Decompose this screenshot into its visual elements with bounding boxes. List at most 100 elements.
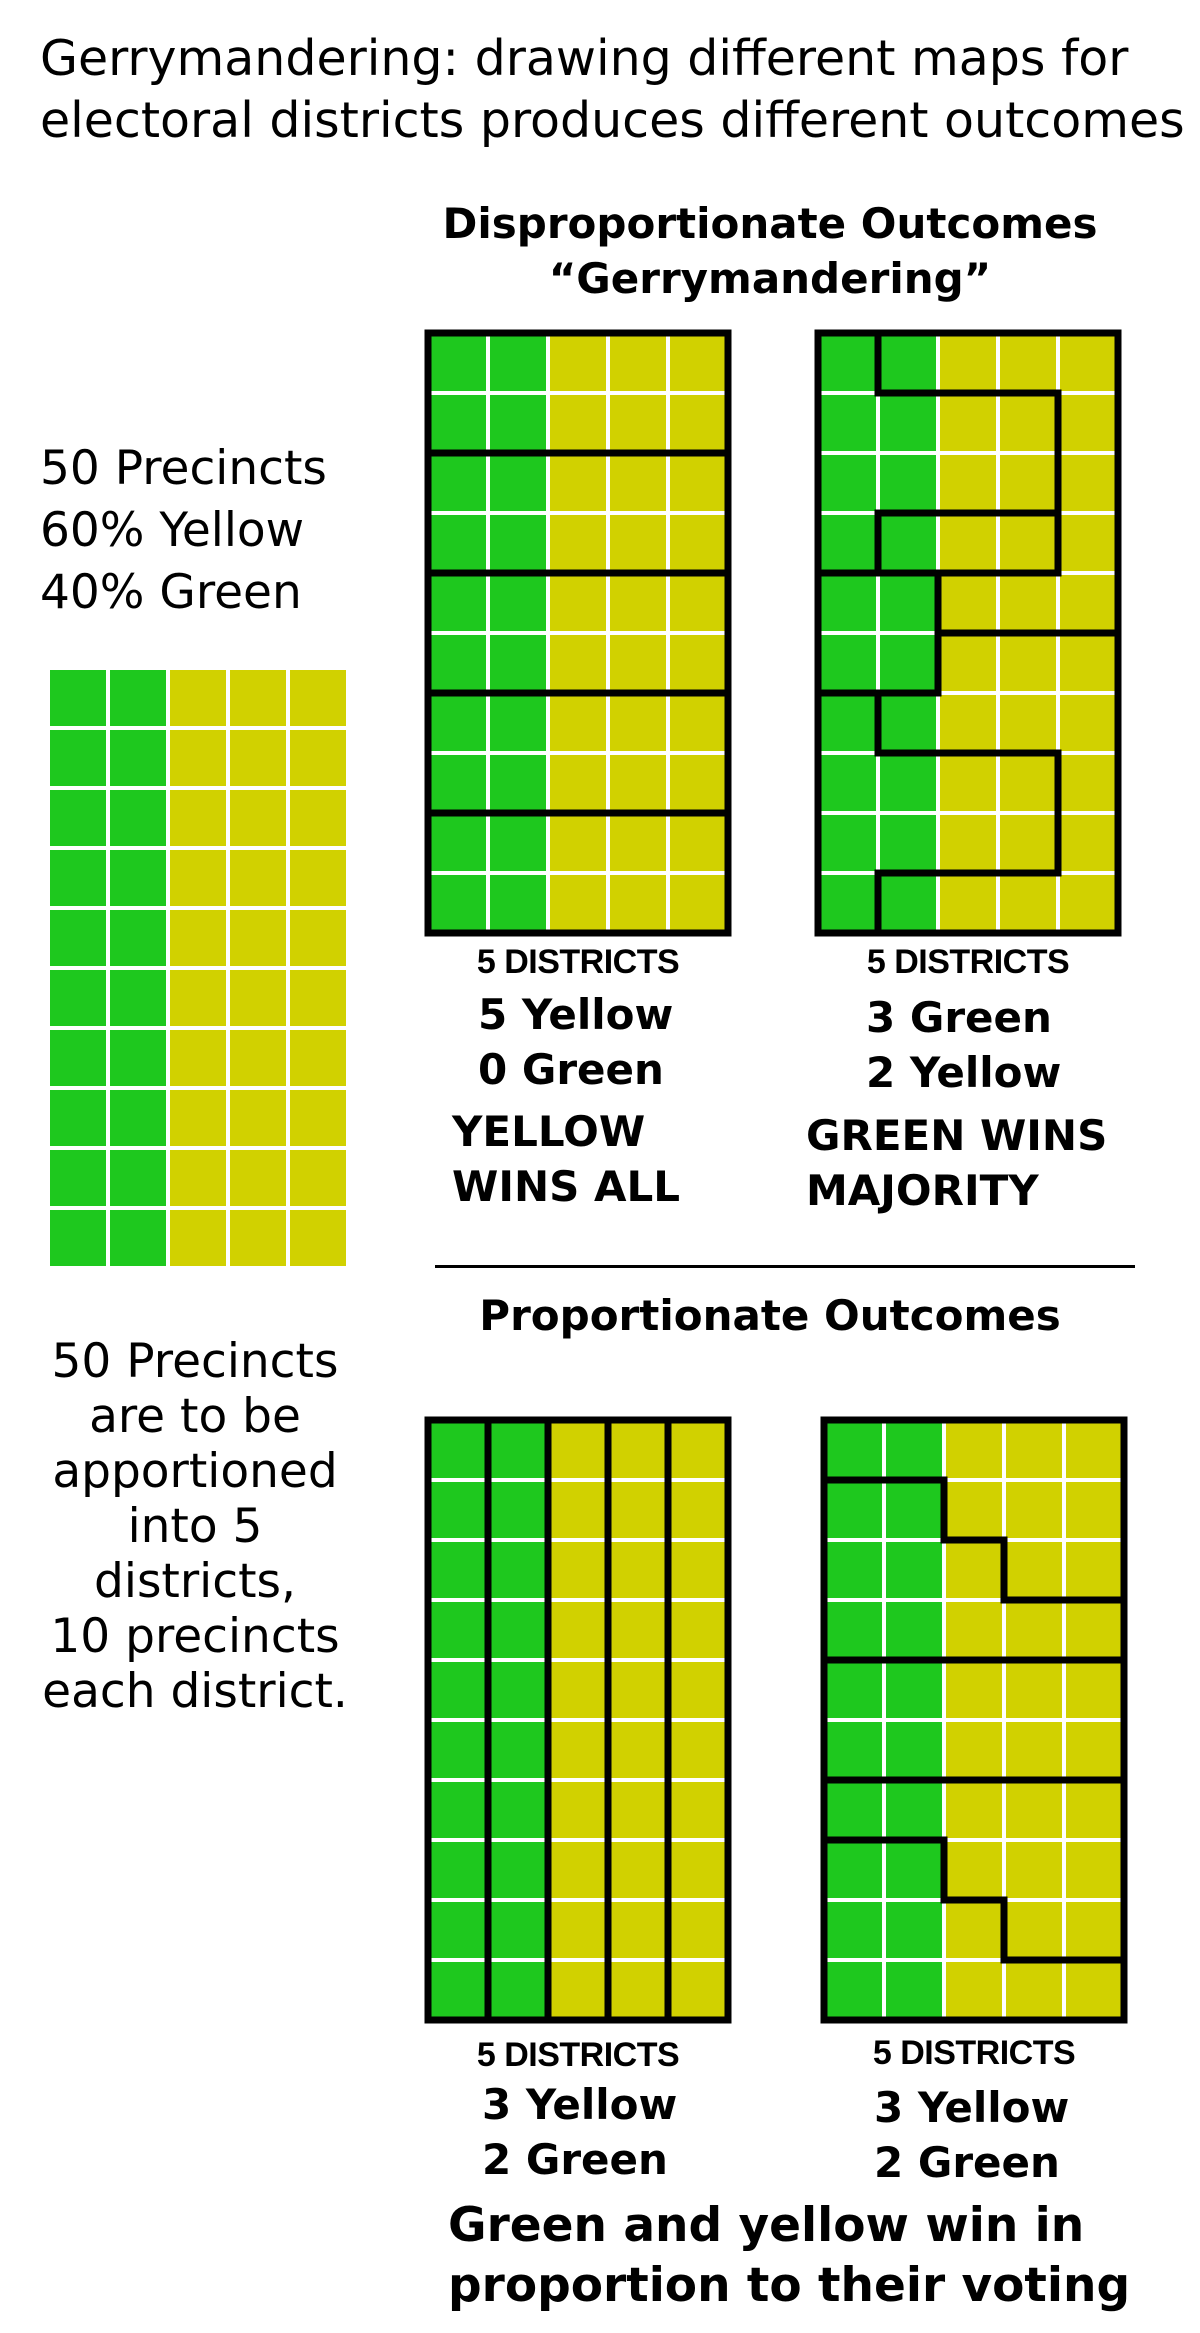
precinct-yellow <box>1056 511 1120 575</box>
precinct-green <box>486 1778 550 1842</box>
precinct-yellow <box>666 1718 730 1782</box>
precinct-green <box>882 1658 946 1722</box>
precinct-yellow <box>606 331 670 395</box>
precinct-green <box>882 1838 946 1902</box>
precinct-yellow <box>546 1418 610 1482</box>
precinct-yellow <box>286 1026 350 1090</box>
precinct-yellow <box>996 331 1060 395</box>
precinct-yellow <box>666 631 730 695</box>
precinct-yellow <box>666 1898 730 1962</box>
precinct-yellow <box>606 811 670 875</box>
precinct-yellow <box>936 811 1000 875</box>
precinct-yellow <box>1002 1898 1066 1962</box>
conclusion-line-1: Green and yellow win in <box>448 2198 1085 2253</box>
precinct-green <box>882 1418 946 1482</box>
precinct-yellow <box>226 786 290 850</box>
precinct-yellow <box>546 451 610 515</box>
precinct-green <box>822 1838 886 1902</box>
precinct-green <box>816 511 880 575</box>
precinct-green <box>882 1898 946 1962</box>
precinct-green <box>426 1898 490 1962</box>
precinct-green <box>822 1958 886 2022</box>
title-line-1: Gerrymandering: drawing different maps f… <box>40 30 1129 87</box>
result-line-yellow: 5 Yellow <box>478 990 674 1039</box>
precinct-yellow <box>606 511 670 575</box>
district-boundary <box>820 1476 1128 1604</box>
precinct-green <box>486 1418 550 1482</box>
precinct-yellow <box>606 1718 670 1782</box>
precinct-green <box>106 1206 170 1270</box>
precinct-yellow <box>996 751 1060 815</box>
precinct-yellow <box>1002 1598 1066 1662</box>
district-map-yellow-sweep <box>424 329 732 937</box>
precinct-yellow <box>1062 1598 1126 1662</box>
precinct-yellow <box>226 666 290 730</box>
precinct-green <box>486 691 550 755</box>
precinct-yellow <box>546 871 610 935</box>
precinct-yellow <box>936 571 1000 635</box>
base-precinct-grid <box>46 666 350 1270</box>
precinct-green <box>876 571 940 635</box>
precinct-yellow <box>606 1478 670 1542</box>
precinct-yellow <box>546 1778 610 1842</box>
precinct-green <box>876 391 940 455</box>
precinct-green <box>106 846 170 910</box>
result-line-green: 3 Green <box>866 993 1052 1042</box>
precinct-yellow <box>1062 1778 1126 1842</box>
precinct-yellow <box>996 571 1060 635</box>
precinct-yellow <box>996 811 1060 875</box>
precinct-green <box>426 1958 490 2022</box>
precinct-yellow <box>1062 1478 1126 1542</box>
precinct-green <box>486 451 550 515</box>
precinct-green <box>816 391 880 455</box>
precinct-yellow <box>996 511 1060 575</box>
precinct-green <box>822 1778 886 1842</box>
districts-label: 5 DISTRICTS <box>872 2034 1076 2072</box>
verdict-line: YELLOW <box>452 1107 646 1156</box>
precinct-yellow <box>546 1478 610 1542</box>
precinct-yellow <box>942 1658 1006 1722</box>
districts-label: 5 DISTRICTS <box>476 943 680 981</box>
precinct-green <box>46 1206 110 1270</box>
precinct-green <box>106 966 170 1030</box>
precinct-grid-svg <box>424 1416 732 2024</box>
precinct-yellow <box>942 1958 1006 2022</box>
precinct-green <box>882 1958 946 2022</box>
precinct-yellow <box>166 1086 230 1150</box>
precinct-green <box>106 1086 170 1150</box>
precinct-yellow <box>1056 811 1120 875</box>
precinct-yellow <box>1056 571 1120 635</box>
precinct-green <box>426 871 490 935</box>
precinct-yellow <box>226 846 290 910</box>
precinct-yellow <box>546 391 610 455</box>
precinct-yellow <box>606 1538 670 1602</box>
precinct-yellow <box>606 751 670 815</box>
precinct-yellow <box>166 726 230 790</box>
precinct-green <box>106 1146 170 1210</box>
precinct-yellow <box>996 871 1060 935</box>
precinct-green <box>486 1658 550 1722</box>
precinct-yellow <box>166 906 230 970</box>
page-title: Gerrymandering: drawing different maps f… <box>40 28 1200 152</box>
precinct-yellow <box>606 1958 670 2022</box>
district-map-columns <box>424 1416 732 2024</box>
precinct-green <box>876 751 940 815</box>
precinct-green <box>882 1538 946 1602</box>
precinct-green <box>876 811 940 875</box>
precinct-green <box>822 1418 886 1482</box>
precinct-yellow <box>666 871 730 935</box>
precinct-yellow <box>1002 1718 1066 1782</box>
precinct-green <box>822 1538 886 1602</box>
precinct-green <box>426 1838 490 1902</box>
result-line-yellow: 2 Yellow <box>866 1048 1062 1097</box>
precinct-green <box>486 1538 550 1602</box>
precinct-yellow <box>1056 331 1120 395</box>
precinct-green <box>426 571 490 635</box>
precinct-yellow <box>666 1478 730 1542</box>
precinct-yellow <box>1002 1778 1066 1842</box>
precinct-yellow <box>1002 1958 1066 2022</box>
precinct-yellow <box>166 1206 230 1270</box>
precinct-yellow <box>166 786 230 850</box>
result-line-yellow: 3 Yellow <box>482 2080 678 2129</box>
precinct-green <box>426 1778 490 1842</box>
